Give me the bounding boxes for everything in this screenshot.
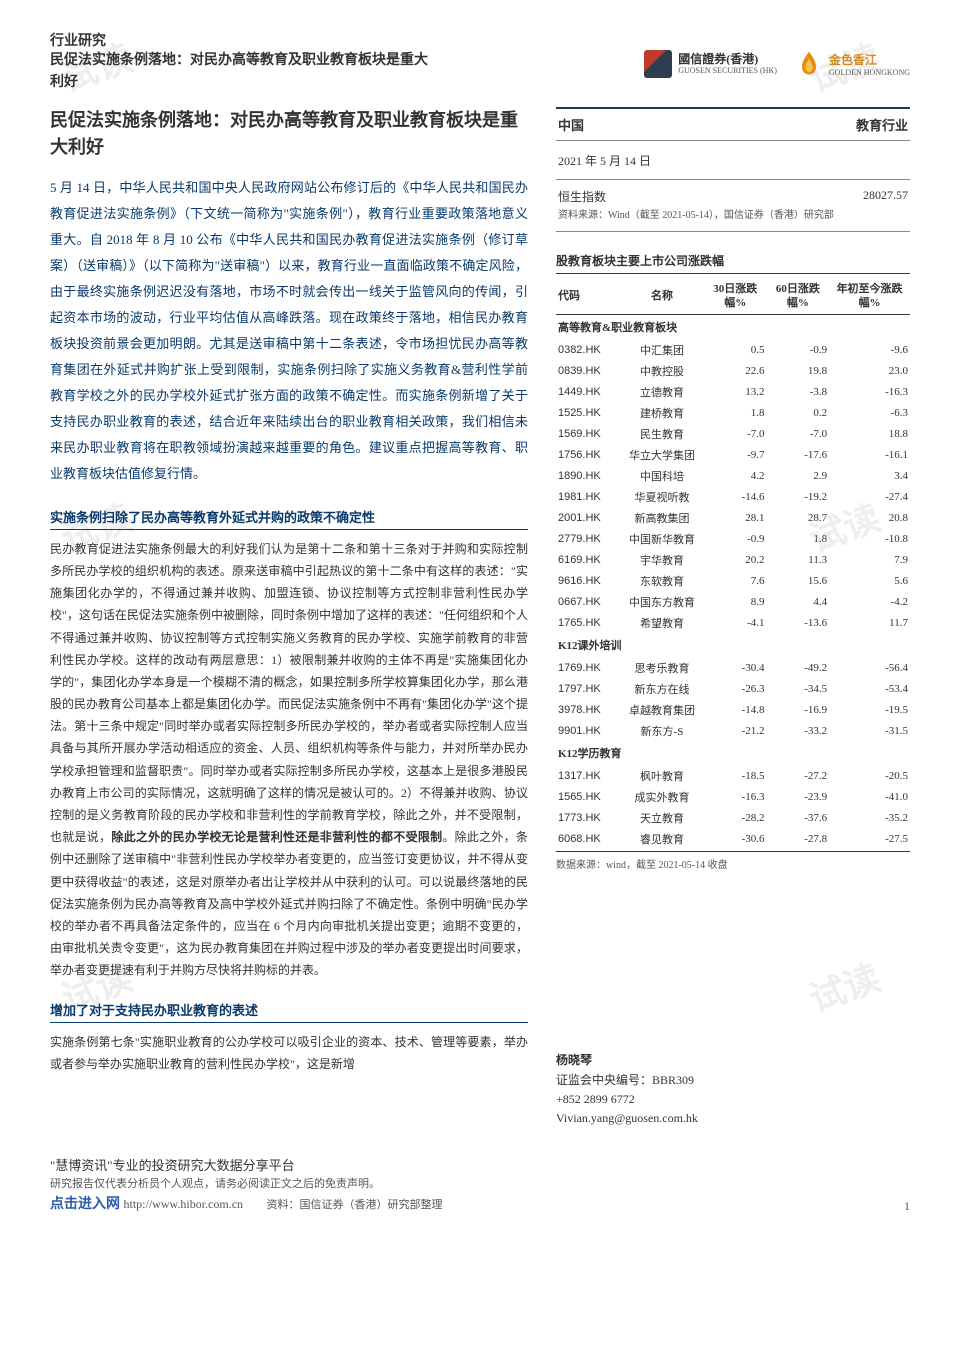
table-row: 0382.HK中汇集团0.5-0.9-9.6: [556, 339, 910, 360]
guosen-logo: 國信證券(香港) GUOSEN SECURITIES (HK): [644, 50, 777, 78]
section1-text-b: 。除此之外，条例中还删除了送审稿中"非营利性民办学校举办者变更的，应当签订变更协…: [50, 830, 528, 977]
flame-icon: [795, 50, 823, 78]
table-row: 1981.HK华夏视听教-14.6-19.2-27.4: [556, 486, 910, 507]
guosen-sub: GUOSEN SECURITIES (HK): [678, 66, 777, 75]
report-date: 2021 年 5 月 14 日: [556, 147, 910, 180]
footer-brand-a: "慧博资讯": [50, 1158, 113, 1173]
section2-body: 实施条例第七条"实施职业教育的公办学校可以吸引企业的资本、技术、管理等要素，举办…: [50, 1031, 528, 1075]
country-label: 中国: [558, 115, 584, 134]
table-row: 3978.HK卓越教育集团-14.8-16.9-19.5: [556, 699, 910, 720]
section1-bold: 除此之外的民办学校无论是营利性还是非营利性的都不受限制: [111, 830, 442, 844]
index-row: 恒生指数 28027.57: [556, 180, 910, 207]
footer-disclaimer: 研究报告仅代表分析员个人观点，请务必阅读正文之后的免责声明。: [50, 1176, 910, 1193]
footer-brand-b: 专业的投资研究大数据分享平台: [113, 1158, 295, 1173]
analyst-name: 杨晓琴: [556, 1051, 910, 1070]
footer-link-url: http://www.hibor.com.cn: [124, 1197, 244, 1211]
th-ytd: 年初至今涨跌幅%: [829, 278, 910, 315]
table-row: 1890.HK中国科培4.22.93.4: [556, 465, 910, 486]
table-subhead: K12学历教育: [556, 741, 910, 765]
index-label: 恒生指数: [558, 188, 606, 205]
table-row: 2779.HK中国新华教育-0.91.8-10.8: [556, 528, 910, 549]
th-30d: 30日涨跌幅%: [704, 278, 767, 315]
table-row: 1765.HK希望教育-4.1-13.611.7: [556, 612, 910, 633]
header: 行业研究 民促法实施条例落地：对民办高等教育及职业教育板块是重大利好 國信證券(…: [50, 30, 910, 95]
analyst-license: 证监会中央编号：BBR309: [556, 1071, 910, 1090]
analyst-phone: +852 2899 6772: [556, 1090, 910, 1109]
main-title: 民促法实施条例落地：对民办高等教育及职业教育板块是重大利好: [50, 107, 528, 161]
table-row: 1565.HK成实外教育-16.3-23.9-41.0: [556, 786, 910, 807]
table-source: 数据来源：wind，截至 2021-05-14 收盘: [556, 851, 910, 871]
intro-paragraph: 5 月 14 日，中华人民共和国中央人民政府网站公布修订后的《中华人民共和国民办…: [50, 175, 528, 487]
page-number: 1: [904, 1197, 910, 1215]
table-row: 1773.HK天立教育-28.2-37.6-35.2: [556, 807, 910, 828]
th-name: 名称: [620, 278, 704, 315]
section1-heading: 实施条例扫除了民办高等教育外延式并购的政策不确定性: [50, 507, 528, 530]
footer-link-c: 资料：国信证券（香港）研究部整理: [267, 1199, 443, 1211]
guosen-name: 國信證券(香港): [678, 53, 777, 66]
table-row: 1525.HK建桥教育1.80.2-6.3: [556, 402, 910, 423]
footer-link-a: 点击进入网: [50, 1197, 120, 1212]
table-row: 9901.HK新东方-S-21.2-33.2-31.5: [556, 720, 910, 741]
golden-logo: 金色香江 GOLDEN HONGKONG: [795, 50, 910, 78]
report-category: 行业研究: [50, 30, 910, 50]
footer: "慧博资讯"专业的投资研究大数据分享平台 研究报告仅代表分析员个人观点，请务必阅…: [50, 1156, 910, 1215]
table-subhead: K12课外培训: [556, 633, 910, 657]
table-row: 1449.HK立德教育13.2-3.8-16.3: [556, 381, 910, 402]
analyst-email: Vivian.yang@guosen.com.hk: [556, 1109, 910, 1128]
main-column: 民促法实施条例落地：对民办高等教育及职业教育板块是重大利好 5 月 14 日，中…: [50, 107, 528, 1128]
table-row: 1797.HK新东方在线-26.3-34.5-53.4: [556, 678, 910, 699]
table-subhead: 高等教育&职业教育板块: [556, 315, 910, 340]
index-source: 资料来源：Wind（截至 2021-05-14），国信证券（香港）研究部: [556, 207, 910, 232]
index-value: 28027.57: [863, 188, 908, 205]
section1-text-a: 民办教育促进法实施条例最大的利好我们认为是第十二条和第十三条对于并购和实际控制多…: [50, 542, 528, 844]
table-row: 0667.HK中国东方教育8.94.4-4.2: [556, 591, 910, 612]
guosen-icon: [644, 50, 672, 78]
table-row: 6169.HK宇华教育20.211.37.9: [556, 549, 910, 570]
section2-heading: 增加了对于支持民办职业教育的表述: [50, 1000, 528, 1023]
table-row: 1756.HK华立大学集团-9.7-17.6-16.1: [556, 444, 910, 465]
side-column: 中国 教育行业 2021 年 5 月 14 日 恒生指数 28027.57 资料…: [556, 107, 910, 1128]
table-row: 0839.HK中教控股22.619.823.0: [556, 360, 910, 381]
section1-body: 民办教育促进法实施条例最大的利好我们认为是第十二条和第十三条对于并购和实际控制多…: [50, 538, 528, 982]
table-row: 1769.HK思考乐教育-30.4-49.2-56.4: [556, 657, 910, 678]
table-row: 6068.HK睿见教育-30.6-27.8-27.5: [556, 828, 910, 849]
table-row: 1569.HK民生教育-7.0-7.018.8: [556, 423, 910, 444]
table-row: 9616.HK东软教育7.615.65.6: [556, 570, 910, 591]
industry-label: 教育行业: [856, 115, 908, 134]
golden-name: 金色香江: [829, 51, 910, 68]
table-row: 1317.HK枫叶教育-18.5-27.2-20.5: [556, 765, 910, 786]
info-bar: 中国 教育行业: [556, 107, 910, 141]
header-title: 民促法实施条例落地：对民办高等教育及职业教育板块是重大利好: [50, 50, 430, 95]
table-row: 2001.HK新高教集团28.128.720.8: [556, 507, 910, 528]
analyst-block: 杨晓琴 证监会中央编号：BBR309 +852 2899 6772 Vivian…: [556, 1051, 910, 1128]
th-60d: 60日涨跌幅%: [767, 278, 830, 315]
table-title: 股教育板块主要上市公司涨跌幅: [556, 252, 910, 274]
golden-sub: GOLDEN HONGKONG: [829, 68, 910, 77]
th-code: 代码: [556, 278, 620, 315]
stock-table: 代码 名称 30日涨跌幅% 60日涨跌幅% 年初至今涨跌幅% 高等教育&职业教育…: [556, 278, 910, 850]
